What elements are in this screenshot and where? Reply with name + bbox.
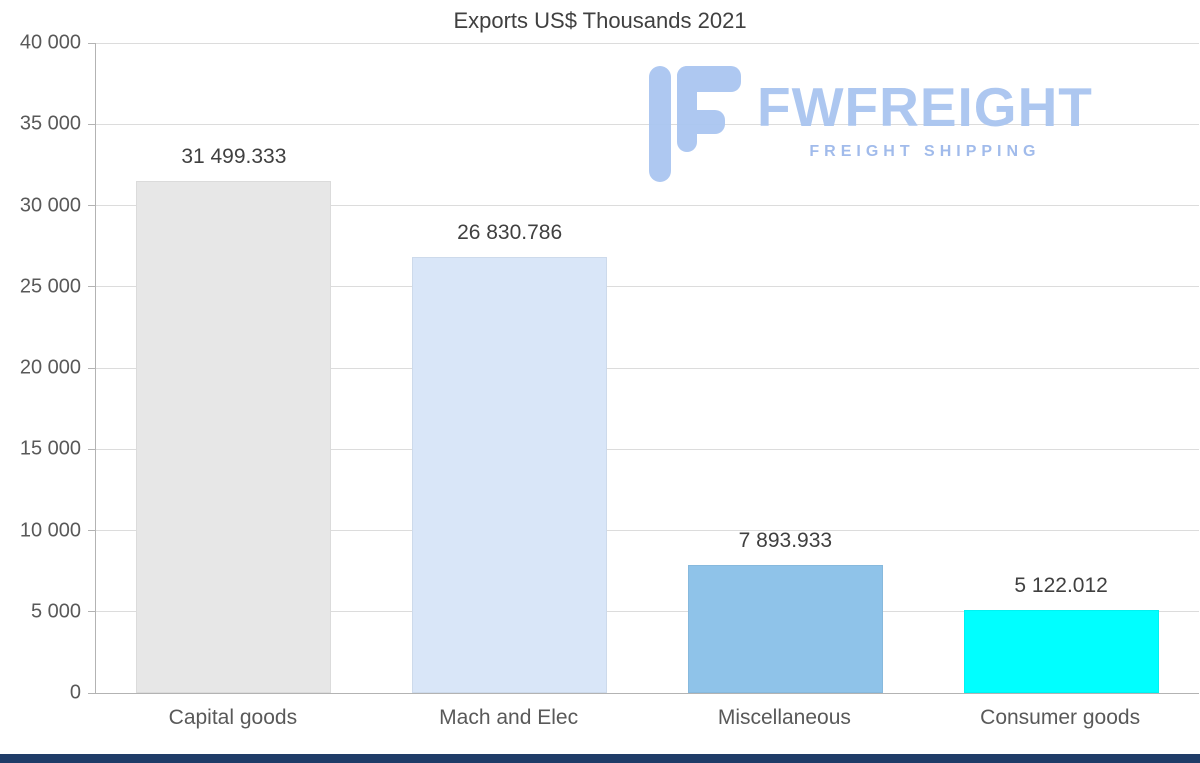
y-tick-label: 35 000 bbox=[19, 112, 81, 135]
y-tick-mark bbox=[88, 286, 95, 288]
bar-value-label: 7 893.933 bbox=[738, 528, 833, 552]
watermark-text: FWFREIGHT FREIGHT SHIPPING bbox=[757, 66, 1093, 161]
y-tick-label: 25 000 bbox=[19, 275, 81, 298]
y-tick-mark bbox=[88, 692, 95, 694]
y-axis: 0 5 000 10 000 15 000 20 000 25 000 30 000 35 0… bbox=[0, 32, 95, 704]
y-tick-label: 15 000 bbox=[19, 437, 81, 460]
x-axis: Capital goods Mach and Elec Miscellaneous C… bbox=[95, 700, 1199, 740]
gridline bbox=[96, 448, 1199, 450]
y-tick-mark bbox=[88, 448, 95, 450]
bar bbox=[136, 181, 332, 693]
y-tick-label: 5 000 bbox=[30, 600, 81, 623]
y-tick-mark bbox=[88, 530, 95, 531]
plot-area: 31 499.333 26 830.786 7 893.933 5 122.012 bbox=[95, 42, 1199, 694]
y-tick-label: 40 000 bbox=[19, 31, 81, 54]
y-tick-label: 10 000 bbox=[19, 519, 81, 541]
x-axis-label: Mach and Elec bbox=[439, 706, 579, 729]
y-tick-label: 0 bbox=[69, 681, 81, 704]
y-tick-mark bbox=[88, 42, 95, 44]
gridline bbox=[96, 42, 1199, 44]
gridline bbox=[96, 123, 1199, 125]
x-axis-label: Consumer goods bbox=[980, 706, 1141, 729]
bar-value-label: 26 830.786 bbox=[457, 221, 563, 244]
gridline bbox=[96, 611, 1199, 613]
y-tick-label: 20 000 bbox=[19, 356, 81, 379]
gridline bbox=[96, 367, 1199, 369]
y-tick-mark bbox=[88, 205, 95, 206]
bar bbox=[963, 609, 1159, 693]
gridline bbox=[96, 205, 1199, 206]
y-tick-mark bbox=[88, 611, 95, 613]
bar bbox=[687, 564, 883, 693]
gridline bbox=[96, 286, 1199, 288]
y-tick-label: 30 000 bbox=[19, 194, 81, 216]
brand-name: FWFREIGHT bbox=[757, 76, 1093, 138]
gridline bbox=[96, 530, 1199, 531]
x-axis-label: Capital goods bbox=[168, 706, 298, 729]
logo-icon bbox=[649, 66, 741, 182]
bar-value-label: 31 499.333 bbox=[181, 145, 287, 169]
x-axis-label: Miscellaneous bbox=[717, 706, 851, 729]
watermark-logo: FWFREIGHT FREIGHT SHIPPING bbox=[645, 66, 1155, 186]
bar bbox=[412, 257, 608, 693]
brand-tagline: FREIGHT SHIPPING bbox=[809, 143, 1041, 160]
bar-value-label: 5 122.012 bbox=[1014, 573, 1108, 597]
y-tick-mark bbox=[88, 123, 95, 125]
bottom-accent-bar bbox=[0, 754, 1200, 763]
chart-title: Exports US$ Thousands 2021 bbox=[453, 8, 747, 33]
y-tick-mark bbox=[88, 367, 95, 369]
